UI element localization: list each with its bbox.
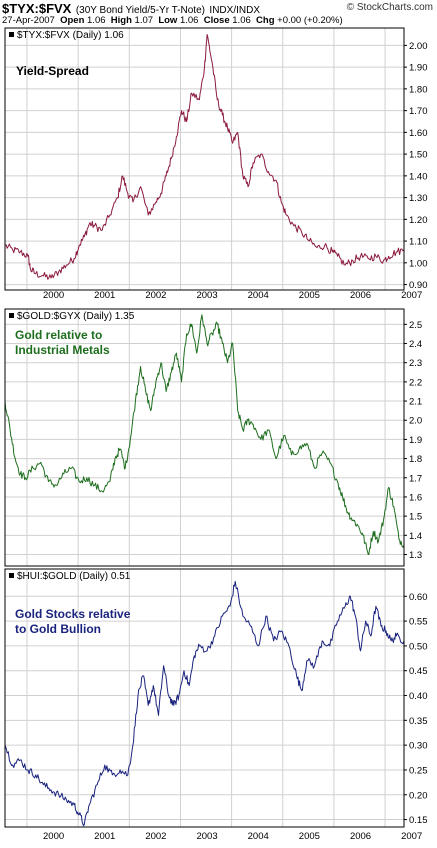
chart-symbol: $TYX:$FVX: [2, 1, 72, 16]
x-tick-label: 2005: [299, 831, 320, 842]
open-value: 1.06: [87, 15, 106, 26]
panel2-annotation: Gold relative to Industrial Metals: [15, 328, 110, 357]
y-tick-label: 1.40: [409, 171, 428, 182]
y-tick-label: 1.60: [409, 128, 428, 139]
y-tick-label: 2.3: [409, 358, 422, 369]
x-tick-label: 2004: [248, 290, 269, 301]
chg-value: +0.00 (+0.20%): [277, 15, 343, 26]
legend-marker: [9, 313, 14, 318]
y-tick-label: 1.10: [409, 237, 428, 248]
chart-description: (30Y Bond Yield/5-Yr T-Note): [75, 5, 205, 16]
chart-header-line2: 27-Apr-2007 Open 1.06 High 1.07 Low 1.06…: [2, 15, 343, 26]
y-tick-label: 0.25: [409, 765, 428, 776]
stockcharts-brand: © StockCharts.com: [346, 2, 433, 13]
y-tick-label: 2.4: [409, 339, 422, 350]
panel-frame: [4, 568, 405, 828]
close-label: Close: [203, 15, 230, 26]
y-tick-label: 1.4: [409, 531, 422, 542]
legend-label: $HUI:$GOLD (Daily) 0.51: [17, 571, 131, 582]
y-tick-label: 2.5: [409, 320, 422, 331]
series-line: [4, 34, 405, 280]
x-tick-label: 2001: [94, 831, 115, 842]
y-tick-label: 2.00: [409, 41, 428, 52]
y-tick-label: 1.50: [409, 150, 428, 161]
low-value: 1.06: [179, 15, 199, 26]
x-tick-label: 2000: [43, 831, 64, 842]
chart-exchange: INDX/INDX: [209, 5, 260, 16]
panel-1: 0.90 1.00 1.10 1.20 1.30 1.40 1.50 1.60 1.70 1.80…: [4, 27, 428, 301]
y-tick-label: 2.0: [409, 416, 422, 427]
panel-frame: [4, 27, 405, 291]
y-tick-label: 0.55: [409, 617, 428, 628]
panel1-annotation: Yield-Spread: [16, 64, 89, 78]
y-tick-label: 0.20: [409, 790, 428, 801]
x-tick-label: 2000: [43, 290, 64, 301]
y-tick-label: 1.80: [409, 84, 428, 95]
series-line: [4, 580, 405, 827]
x-tick-label: 2005: [299, 290, 320, 301]
legend-label: $TYX:$FVX (Daily) 1.06: [17, 30, 124, 41]
panel-3: 0.15 0.20 0.25 0.30 0.35 0.40 0.45 0.50 0.55 0.60…: [4, 568, 428, 842]
x-tick-label: 2003: [196, 290, 217, 301]
x-tick-label: 2002: [145, 831, 166, 842]
y-tick-label: 1.30: [409, 193, 428, 204]
y-tick-label: 0.35: [409, 716, 428, 727]
legend-marker: [9, 573, 14, 578]
y-tick-label: 1.9: [409, 435, 422, 446]
y-tick-label: 0.60: [409, 592, 428, 603]
close-value: 1.06: [232, 15, 251, 26]
x-tick-label: 2004: [248, 831, 269, 842]
y-tick-label: 0.15: [409, 815, 428, 826]
x-tick-label: 2001: [94, 290, 115, 301]
y-tick-label: 1.90: [409, 63, 428, 74]
chg-label: Chg: [256, 15, 275, 26]
quote-date: 27-Apr-2007: [2, 15, 55, 26]
x-tick-label: 2002: [145, 290, 166, 301]
y-tick-label: 1.70: [409, 106, 428, 117]
open-label: Open: [60, 15, 85, 26]
y-tick-label: 2.2: [409, 377, 422, 388]
x-tick-label: 2006: [350, 290, 371, 301]
legend-label: $GOLD:$GYX (Daily) 1.35: [17, 311, 135, 322]
series-line: [4, 314, 405, 555]
x-tick-label: 2006: [350, 831, 371, 842]
y-tick-label: 1.8: [409, 454, 422, 465]
panel3-annotation: Gold Stocks relative to Gold Bullion: [15, 607, 131, 636]
y-tick-label: 0.30: [409, 741, 428, 752]
y-tick-label: 1.00: [409, 258, 428, 269]
y-tick-label: 1.3: [409, 550, 422, 561]
y-tick-label: 1.5: [409, 512, 422, 523]
high-value: 1.07: [134, 15, 154, 26]
y-tick-label: 1.7: [409, 473, 422, 484]
chart-header-line1: $TYX:$FVX (30Y Bond Yield/5-Yr T-Note) I…: [2, 0, 260, 18]
y-tick-label: 1.6: [409, 492, 422, 503]
panel-2: 1.3 1.4 1.5 1.6 1.7 1.8 1.9 2.0 2.1 2.2 2.3 2.4 2.5 $…: [4, 308, 422, 567]
legend-marker: [9, 32, 14, 37]
y-tick-label: 0.50: [409, 641, 428, 652]
y-tick-label: 1.20: [409, 215, 428, 226]
x-tick-label: 2007: [401, 290, 422, 301]
x-tick-label: 2003: [196, 831, 217, 842]
low-label: Low: [158, 15, 178, 26]
y-tick-label: 2.1: [409, 397, 422, 408]
x-tick-label: 2007: [401, 831, 422, 842]
high-label: High: [110, 15, 132, 26]
panel-frame: [4, 308, 405, 567]
y-tick-label: 0.90: [409, 280, 428, 291]
y-tick-label: 0.45: [409, 666, 428, 677]
y-tick-label: 0.40: [409, 691, 428, 702]
